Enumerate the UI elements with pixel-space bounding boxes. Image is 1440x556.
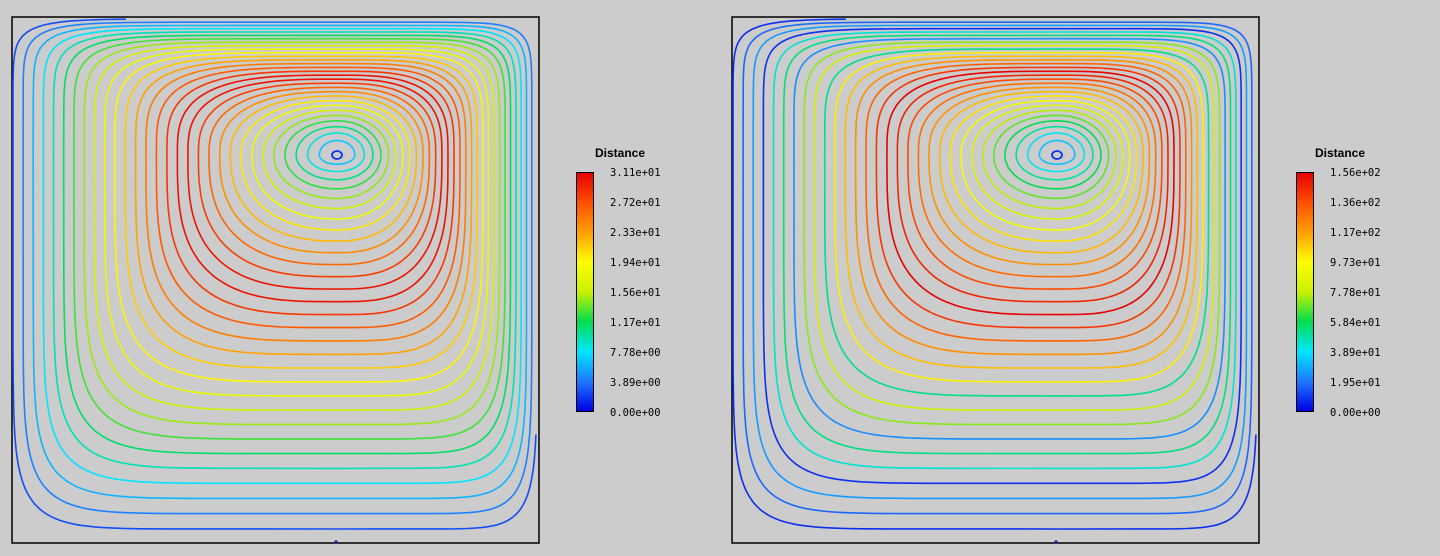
streamline — [52, 31, 517, 470]
streamline — [823, 48, 1210, 397]
streamline — [742, 21, 1253, 515]
colorbar-tick-label: 7.78e+00 — [610, 347, 661, 359]
streamline — [844, 55, 1199, 369]
vortex-core — [1051, 150, 1063, 160]
streamline — [1004, 120, 1102, 190]
streamline — [907, 78, 1163, 290]
streamline — [83, 41, 501, 426]
streamline — [22, 21, 533, 515]
streamline — [732, 18, 1257, 530]
streamline — [854, 59, 1193, 356]
colorbar-tick-label: 1.94e+01 — [610, 257, 661, 269]
streamline — [834, 51, 1204, 383]
colorbar-tick-label: 3.11e+01 — [610, 167, 661, 179]
streamline — [155, 66, 461, 329]
streamline — [114, 51, 484, 383]
colorbar-tick-label: 3.89e+01 — [1330, 347, 1381, 359]
streamline — [1026, 132, 1086, 173]
streamline — [306, 132, 366, 173]
streamline — [251, 104, 404, 220]
streamline — [993, 114, 1110, 200]
streamline — [875, 66, 1181, 329]
streamline — [134, 59, 473, 356]
streamline — [752, 24, 1248, 500]
streamline — [1038, 139, 1076, 166]
streamline — [93, 44, 496, 411]
streamline — [938, 90, 1144, 254]
streamline — [42, 27, 523, 485]
colorbar-tick-label: 5.84e+01 — [1330, 317, 1381, 329]
streamline — [793, 37, 1226, 440]
streamline — [208, 86, 431, 266]
vortex-core — [331, 150, 343, 160]
streamline — [32, 24, 528, 500]
streamline — [295, 125, 374, 181]
colorbar-tick-label: 2.72e+01 — [610, 197, 661, 209]
streamline — [262, 109, 397, 210]
streamline — [284, 120, 382, 190]
colorbar-tick-label: 1.17e+01 — [610, 317, 661, 329]
streamline — [982, 109, 1117, 210]
seed-point — [1054, 540, 1058, 544]
streamline — [187, 78, 443, 290]
colorbar-tick-label: 1.17e+02 — [1330, 227, 1381, 239]
streamline — [803, 41, 1221, 426]
footer-note-left: · · · — [14, 548, 19, 552]
streamline — [928, 86, 1151, 266]
cavity-frame — [731, 16, 1260, 544]
streamline — [103, 48, 490, 397]
streamline — [865, 62, 1187, 342]
colorbar-tick-label: 2.33e+01 — [610, 227, 661, 239]
streamline — [1015, 125, 1094, 181]
streamline — [318, 139, 356, 166]
seed-point — [334, 540, 338, 544]
streamline — [949, 95, 1138, 242]
colorbar-tick-label: 1.56e+01 — [610, 287, 661, 299]
streamline — [176, 74, 449, 303]
streamline — [886, 70, 1175, 316]
streamline — [960, 99, 1131, 231]
colorbar-tick-label: 1.36e+02 — [1330, 197, 1381, 209]
colorbar-tick-label: 0.00e+00 — [1330, 407, 1381, 419]
streamline — [197, 82, 437, 278]
streamline-plot-left — [11, 16, 540, 544]
streamline — [971, 104, 1124, 220]
colorbar-left — [576, 172, 594, 412]
colorbar-tick-label: 0.00e+00 — [610, 407, 661, 419]
streamline — [12, 18, 537, 530]
legend-title-left: Distance — [595, 146, 646, 160]
streamline — [166, 70, 455, 316]
streamline — [218, 90, 424, 254]
legend-title-right: Distance — [1315, 146, 1366, 160]
streamline — [782, 34, 1232, 455]
colorbar-right — [1296, 172, 1314, 412]
footer-note-right: · · · — [734, 548, 739, 552]
streamline — [62, 34, 512, 455]
streamline — [229, 95, 418, 242]
streamline-plot-right — [731, 16, 1260, 544]
colorbar-tick-label: 1.56e+02 — [1330, 167, 1381, 179]
colorbar-tick-label: 7.78e+01 — [1330, 287, 1381, 299]
streamline — [273, 114, 390, 200]
colorbar-tick-label: 3.89e+00 — [610, 377, 661, 389]
streamline — [762, 27, 1243, 485]
streamline — [145, 62, 467, 342]
streamline — [240, 99, 411, 231]
colorbar-tick-label: 1.95e+01 — [1330, 377, 1381, 389]
streamline — [896, 74, 1169, 303]
cavity-frame — [11, 16, 540, 544]
colorbar-tick-label: 9.73e+01 — [1330, 257, 1381, 269]
streamline — [813, 44, 1216, 411]
streamline — [73, 37, 506, 440]
streamline — [124, 55, 479, 369]
streamline — [917, 82, 1157, 278]
streamline — [772, 31, 1237, 470]
